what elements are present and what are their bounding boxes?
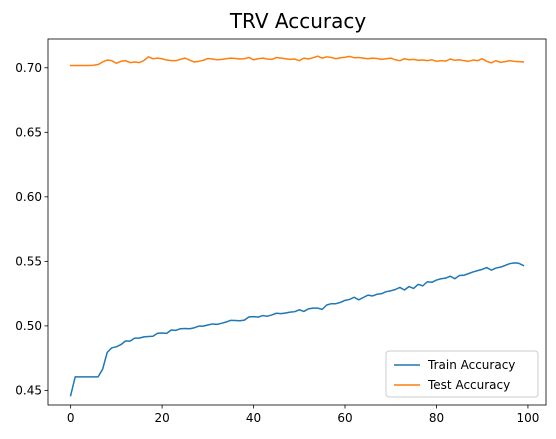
legend-box — [385, 350, 539, 398]
legend-label-train-accuracy: Train Accuracy — [427, 358, 515, 372]
series-layer — [69, 55, 525, 397]
y-tick-label: 0.70 — [15, 61, 42, 75]
series-line-train-accuracy — [69, 262, 525, 397]
y-tick-label: 0.50 — [15, 319, 42, 333]
x-tick-label: 20 — [154, 411, 169, 425]
y-tick-label: 0.65 — [15, 125, 42, 139]
plot-frame — [47, 38, 547, 406]
x-tick-label: 60 — [337, 411, 352, 425]
axes-layer: 0 20 40 60 80 100 0.45 0.50 0.55 0.60 0.65 0.70 — [15, 38, 547, 425]
chart-title: TRV Accuracy — [229, 9, 367, 33]
x-tick-label: 40 — [246, 411, 261, 425]
y-tick-label: 0.55 — [15, 254, 42, 268]
x-tick-label: 0 — [67, 411, 75, 425]
x-tick-label: 80 — [429, 411, 444, 425]
y-tick-label: 0.60 — [15, 190, 42, 204]
legend: Train Accuracy Test Accuracy — [385, 350, 539, 398]
x-tick-label: 100 — [516, 411, 539, 425]
y-tick-label: 0.45 — [15, 383, 42, 397]
series-line-test-accuracy — [69, 55, 525, 67]
legend-label-test-accuracy: Test Accuracy — [427, 378, 510, 392]
